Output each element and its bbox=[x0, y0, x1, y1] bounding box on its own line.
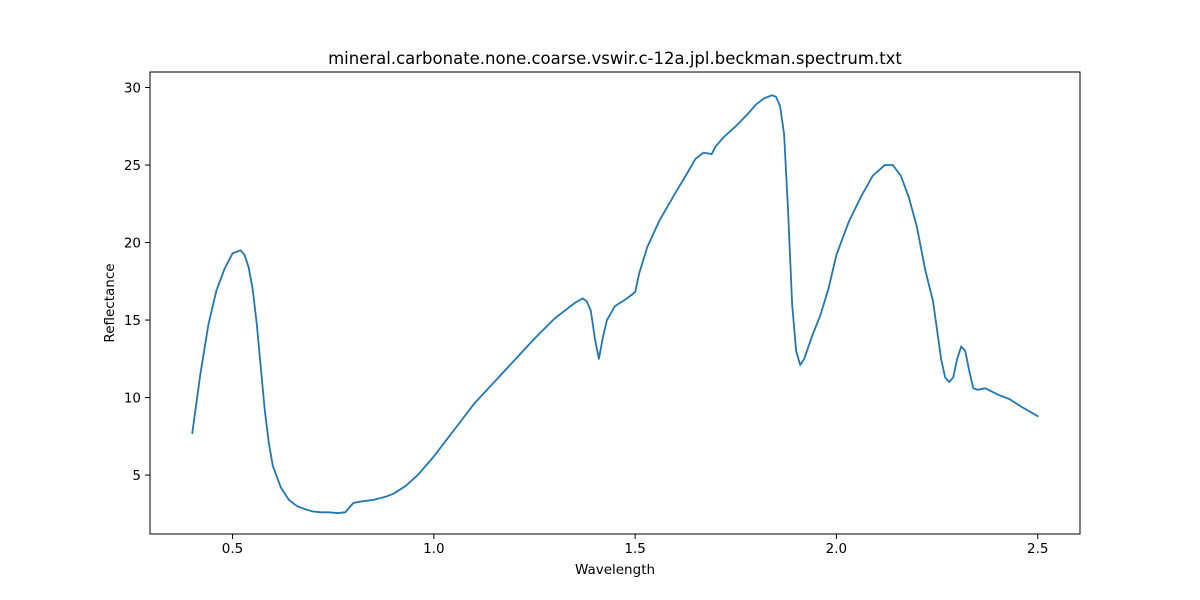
y-tick-label: 30 bbox=[124, 81, 141, 97]
series-layer bbox=[191, 94, 1039, 514]
y-tick-label: 10 bbox=[124, 391, 141, 407]
plot-area bbox=[149, 71, 1081, 535]
y-tick-label: 25 bbox=[124, 158, 141, 174]
y-axis-label: Reflectance bbox=[102, 263, 118, 342]
x-tick-label: 2.0 bbox=[826, 541, 847, 557]
x-tick-label: 1.5 bbox=[624, 541, 645, 557]
spectrum-series-line bbox=[191, 94, 1039, 514]
x-tick-label: 1.0 bbox=[423, 541, 444, 557]
y-axis-ticks: 5 10 15 20 25 30 bbox=[124, 81, 150, 484]
y-tick-label: 20 bbox=[124, 236, 141, 252]
y-tick-label: 5 bbox=[132, 468, 141, 484]
y-tick-label: 15 bbox=[124, 313, 141, 329]
chart-title: mineral.carbonate.none.coarse.vswir.c-12… bbox=[328, 49, 902, 68]
x-axis-ticks: 0.5 1.0 1.5 2.0 2.5 bbox=[222, 534, 1048, 557]
axes-frame bbox=[149, 71, 1081, 535]
x-axis-label: Wavelength bbox=[575, 562, 655, 578]
x-tick-label: 2.5 bbox=[1027, 541, 1048, 557]
x-tick-label: 0.5 bbox=[222, 541, 243, 557]
